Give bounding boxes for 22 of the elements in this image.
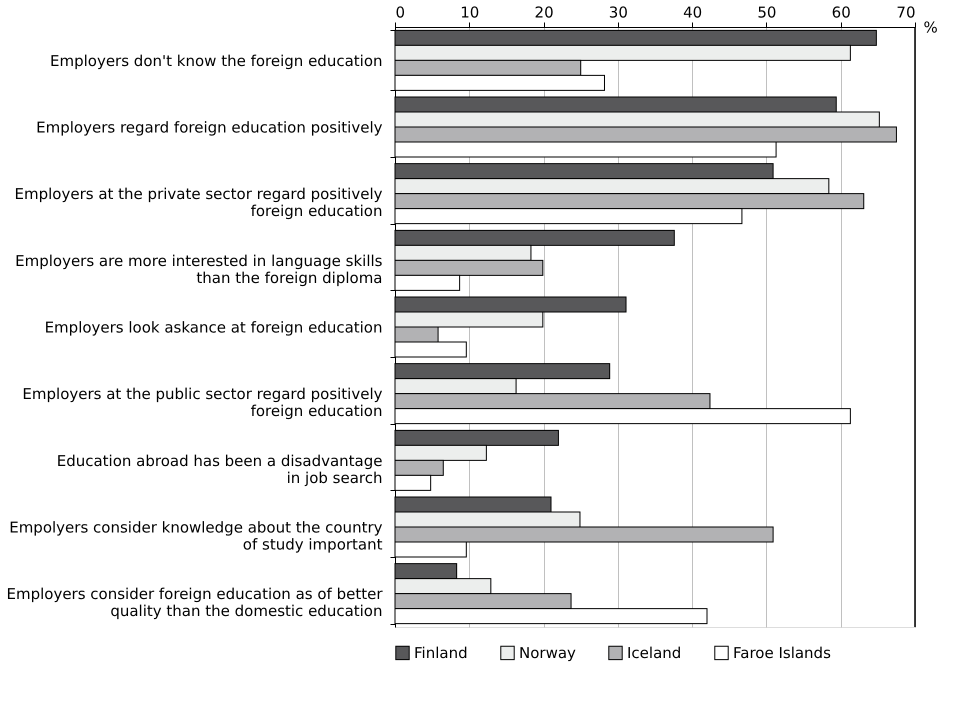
legend-label: Norway (519, 644, 576, 662)
y-tick-label: Education abroad has been a disadvantage in job search (56, 452, 382, 487)
x-tick-label: 0 (396, 4, 406, 22)
y-tick-label: Employers look askance at foreign education (44, 318, 382, 336)
y-tick-label: Employers are more interested in language skills than the foreign diploma (15, 252, 383, 287)
y-tick-label: Employers at the private sector regard positively foreign education (14, 185, 383, 220)
y-tick-label: Employers at the public sector regard positively foreign education (22, 385, 383, 420)
y-tick-label: Employers don't know the foreign education (50, 52, 382, 70)
x-tick-label: 70 (896, 4, 916, 22)
y-tick-label: Employers regard foreign education positively (36, 118, 383, 136)
legend-label: Iceland (627, 644, 682, 662)
x-tick-label: 60 (832, 4, 851, 22)
x-axis-title: % (924, 18, 938, 36)
x-tick-label: 10 (460, 4, 480, 22)
legend-label: Faroe Islands (733, 644, 832, 662)
x-tick-label: 40 (683, 4, 702, 22)
y-tick-label: Employers consider foreign education as of better quality than the domestic education (6, 585, 384, 620)
y-tick-label: Empolyers consider knowledge about the country of study important (9, 518, 383, 554)
x-tick-label: 20 (534, 4, 554, 22)
x-tick-label: 30 (608, 4, 628, 22)
legend-label: Finland (414, 644, 468, 662)
x-tick-label: 50 (757, 4, 776, 22)
